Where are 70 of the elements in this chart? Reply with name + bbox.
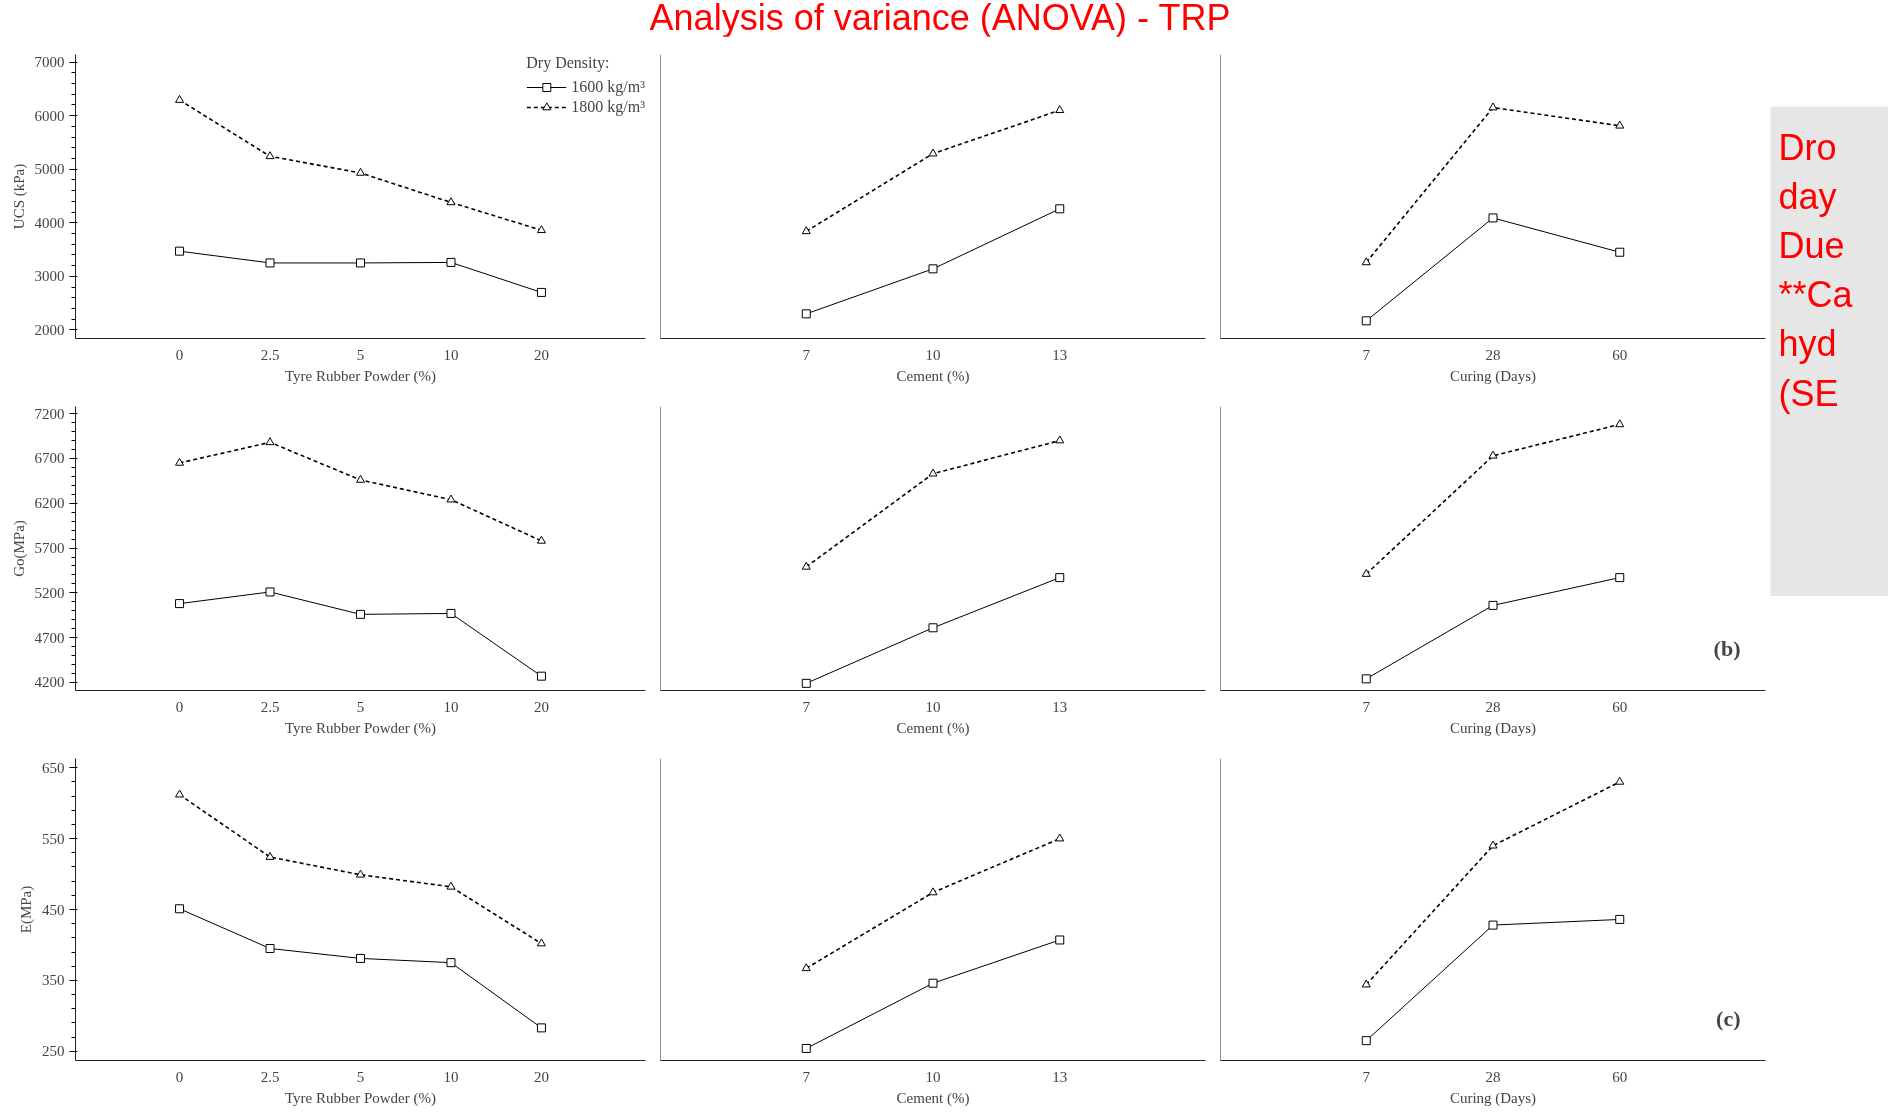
x-axis-title: Cement (%) — [896, 1089, 970, 1107]
x-axis-title: Tyre Rubber Powder (%) — [285, 367, 437, 385]
x-tick-label: 28 — [1485, 1068, 1501, 1085]
x-tick-label: 13 — [1052, 346, 1068, 363]
legend-label: 1600 kg/m³ — [571, 78, 645, 96]
x-tick-label: 10 — [925, 346, 941, 363]
x-tick-label: 7 — [1362, 346, 1371, 363]
y-tick-label: 4000 — [34, 214, 65, 231]
y-tick-label: 4200 — [34, 674, 65, 691]
x-axis-title: Curing (Days) — [1449, 1089, 1537, 1107]
x-tick-label: 10 — [925, 698, 941, 715]
x-tick-label: 20 — [533, 698, 549, 715]
x-tick-label: 7 — [1362, 698, 1371, 715]
y-tick-label: 550 — [42, 830, 65, 847]
y-axis-title: E(MPa) — [18, 885, 35, 934]
legend-title: Dry Density: — [526, 54, 611, 72]
x-tick-label: 60 — [1612, 346, 1628, 363]
text: Dro day Due **Ca hyd (SE — [1778, 126, 1854, 414]
x-axis-title: Curing (Days) — [1449, 367, 1537, 385]
x-tick-label: 10 — [443, 698, 459, 715]
y-tick-label: 5200 — [34, 584, 65, 601]
x-axis-title: Cement (%) — [896, 367, 970, 385]
text: Analysis of variance (ANOVA) - TRP — [649, 0, 1231, 38]
x-tick-label: 20 — [533, 346, 549, 363]
x-tick-label: 0 — [175, 1068, 184, 1085]
annotation: (c) — [1716, 1005, 1741, 1031]
y-tick-label: 250 — [42, 1043, 65, 1060]
x-tick-label: 28 — [1485, 698, 1501, 715]
x-axis-title: Curing (Days) — [1449, 719, 1537, 737]
x-tick-label: 2.5 — [260, 698, 280, 715]
x-tick-label: 5 — [356, 698, 365, 715]
x-axis-title: Tyre Rubber Powder (%) — [285, 1089, 437, 1107]
x-tick-label: 20 — [533, 1068, 549, 1085]
y-tick-label: 7200 — [34, 405, 65, 422]
y-axis-title: UCS (kPa) — [10, 163, 28, 230]
x-tick-label: 7 — [1362, 1068, 1371, 1085]
annotation: (b) — [1713, 635, 1741, 661]
y-tick-label: 5700 — [34, 540, 65, 557]
y-tick-label: 6200 — [34, 495, 65, 512]
x-tick-label: 5 — [356, 1068, 365, 1085]
x-tick-label: 60 — [1612, 1068, 1628, 1085]
x-tick-label: 2.5 — [260, 346, 280, 363]
x-tick-label: 7 — [802, 698, 811, 715]
y-tick-label: 3000 — [34, 268, 65, 285]
x-tick-label: 10 — [443, 1068, 459, 1085]
legend-label: 1800 kg/m³ — [571, 98, 645, 116]
y-tick-label: 2000 — [34, 321, 65, 338]
x-tick-label: 7 — [802, 1068, 811, 1085]
x-tick-label: 13 — [1052, 1068, 1068, 1085]
y-tick-label: 7000 — [34, 54, 65, 70]
y-tick-label: 6700 — [34, 450, 65, 467]
x-tick-label: 7 — [802, 346, 811, 363]
x-tick-label: 60 — [1612, 698, 1628, 715]
y-axis-title: Go(MPa) — [10, 520, 28, 577]
x-tick-label: 28 — [1485, 346, 1501, 363]
y-tick-label: 6000 — [34, 107, 65, 124]
x-tick-label: 10 — [443, 346, 459, 363]
x-tick-label: 0 — [175, 698, 184, 715]
x-tick-label: 2.5 — [260, 1068, 280, 1085]
x-tick-label: 0 — [175, 346, 184, 363]
x-axis-title: Tyre Rubber Powder (%) — [285, 719, 437, 737]
x-axis-title: Cement (%) — [896, 719, 970, 737]
x-tick-label: 13 — [1052, 698, 1068, 715]
x-tick-label: 5 — [356, 346, 365, 363]
y-tick-label: 5000 — [34, 161, 65, 178]
y-tick-label: 4700 — [34, 629, 65, 646]
y-tick-label: 350 — [42, 972, 65, 989]
y-tick-label: 450 — [42, 901, 65, 918]
y-tick-label: 650 — [42, 759, 65, 776]
x-tick-label: 10 — [925, 1068, 941, 1085]
